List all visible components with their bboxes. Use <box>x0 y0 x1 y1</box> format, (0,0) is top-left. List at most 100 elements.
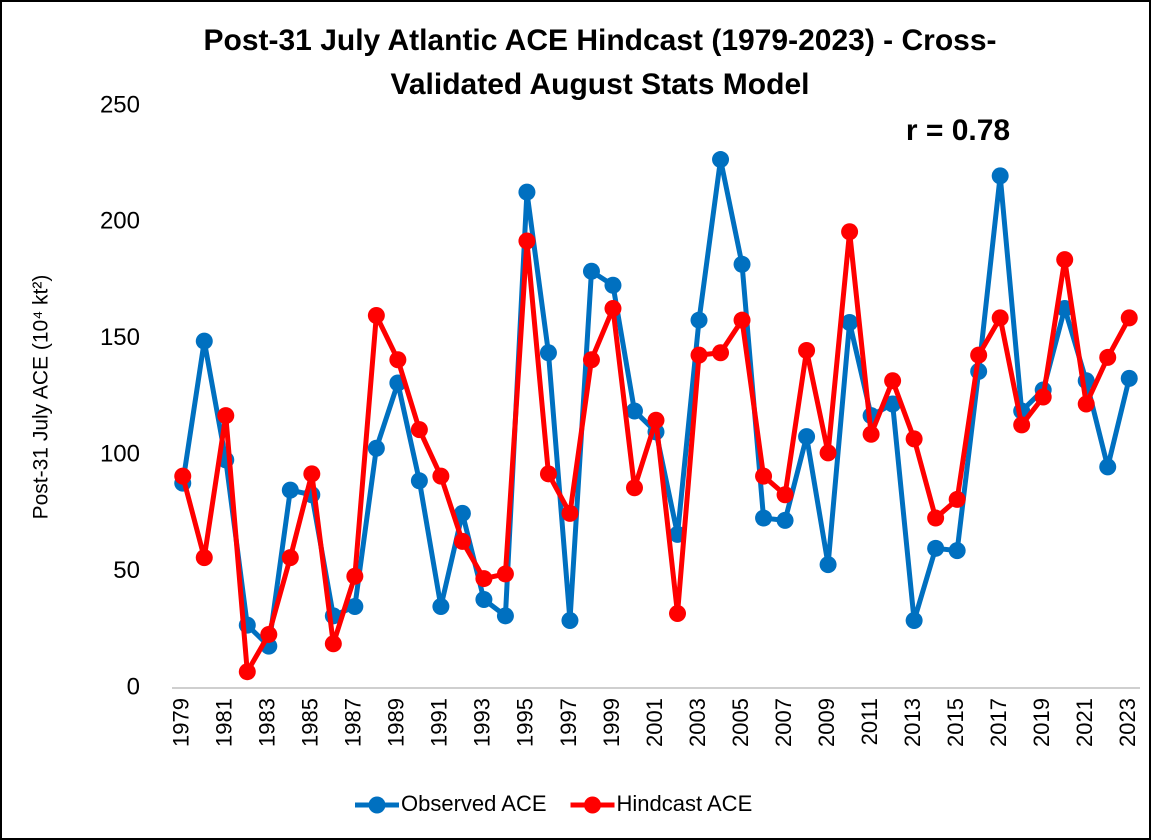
x-tick-label: 2019 <box>1029 698 1054 747</box>
data-point <box>539 465 557 483</box>
x-tick-label: 1999 <box>599 698 624 747</box>
data-point <box>948 542 966 560</box>
data-point <box>690 311 708 329</box>
data-point <box>518 183 536 201</box>
data-point <box>475 591 493 609</box>
data-point <box>776 511 794 529</box>
x-tick-label: 2023 <box>1115 698 1140 747</box>
data-point <box>884 395 902 413</box>
data-point <box>453 532 471 550</box>
x-tick-label: 2013 <box>900 698 925 747</box>
data-point <box>1056 251 1074 269</box>
data-point <box>539 344 557 362</box>
data-point <box>798 428 816 446</box>
x-tick-label: 2001 <box>642 698 667 747</box>
data-point <box>841 314 859 332</box>
data-point <box>755 467 773 485</box>
data-point <box>948 490 966 508</box>
y-tick-label: 0 <box>127 673 140 700</box>
y-tick-label: 100 <box>100 441 140 468</box>
y-tick-label: 50 <box>113 557 140 584</box>
data-point <box>475 570 493 588</box>
data-point <box>582 262 600 280</box>
x-tick-label: 1989 <box>384 698 409 747</box>
data-point <box>432 598 450 616</box>
x-tick-label: 2011 <box>857 698 882 745</box>
chart-title: Post-31 July Atlantic ACE Hindcast (1979… <box>203 24 996 57</box>
data-point <box>367 307 385 325</box>
data-point <box>690 346 708 364</box>
x-tick-label: 2017 <box>986 698 1011 747</box>
x-tick-label: 1985 <box>298 698 323 747</box>
data-point <box>970 346 988 364</box>
data-point <box>174 467 192 485</box>
data-point <box>755 509 773 527</box>
data-point <box>281 481 299 499</box>
data-point <box>733 311 751 329</box>
data-point <box>1013 416 1031 434</box>
data-point <box>238 663 256 681</box>
legend-marker <box>584 796 602 814</box>
y-axis-title: Post-31 July ACE (10⁴ kt²) <box>30 275 53 520</box>
x-tick-label: 2007 <box>771 698 796 747</box>
data-point <box>647 411 665 429</box>
data-point <box>604 276 622 294</box>
data-point <box>496 607 514 625</box>
data-point <box>669 605 687 623</box>
data-point <box>260 625 278 643</box>
data-point <box>346 598 364 616</box>
data-point <box>582 351 600 369</box>
annotation: r = 0.78 <box>906 114 1010 147</box>
x-tick-label: 2009 <box>814 698 839 747</box>
data-point <box>927 539 945 557</box>
data-point <box>712 344 730 362</box>
data-point <box>798 341 816 359</box>
data-point <box>862 425 880 443</box>
data-point <box>389 351 407 369</box>
data-point <box>1077 395 1095 413</box>
x-tick-label: 1981 <box>212 698 237 747</box>
data-point <box>905 611 923 629</box>
y-tick-label: 250 <box>100 91 140 118</box>
legend-marker <box>368 796 386 814</box>
x-tick-label: 1991 <box>427 698 452 747</box>
data-point <box>453 504 471 522</box>
data-point <box>776 486 794 504</box>
data-point <box>733 255 751 273</box>
data-point <box>841 223 859 241</box>
data-point <box>346 567 364 585</box>
data-point <box>604 300 622 318</box>
data-point <box>1099 458 1117 476</box>
data-point <box>410 421 428 439</box>
data-point <box>324 635 342 653</box>
data-point <box>1034 388 1052 406</box>
x-tick-label: 1993 <box>470 698 495 747</box>
data-point <box>819 556 837 574</box>
data-point <box>991 167 1009 185</box>
data-point <box>625 479 643 497</box>
data-point <box>281 549 299 567</box>
data-point <box>217 407 235 425</box>
y-tick-label: 150 <box>100 324 140 351</box>
legend-label: Observed ACE <box>401 791 547 816</box>
data-point <box>991 309 1009 327</box>
data-point <box>303 465 321 483</box>
x-tick-label: 1979 <box>169 698 194 747</box>
legend-label: Hindcast ACE <box>617 791 753 816</box>
data-point <box>712 151 730 169</box>
data-point <box>518 232 536 250</box>
data-point <box>905 430 923 448</box>
data-point <box>367 439 385 457</box>
data-point <box>561 504 579 522</box>
x-tick-label: 1983 <box>255 698 280 747</box>
x-tick-label: 1997 <box>556 698 581 747</box>
x-tick-label: 2021 <box>1072 698 1097 747</box>
data-point <box>1120 309 1138 327</box>
x-tick-label: 2003 <box>685 698 710 747</box>
x-tick-label: 1987 <box>341 698 366 747</box>
data-point <box>1099 348 1117 366</box>
chart-title: Validated August Stats Model <box>391 68 810 101</box>
data-point <box>561 611 579 629</box>
data-point <box>496 565 514 583</box>
